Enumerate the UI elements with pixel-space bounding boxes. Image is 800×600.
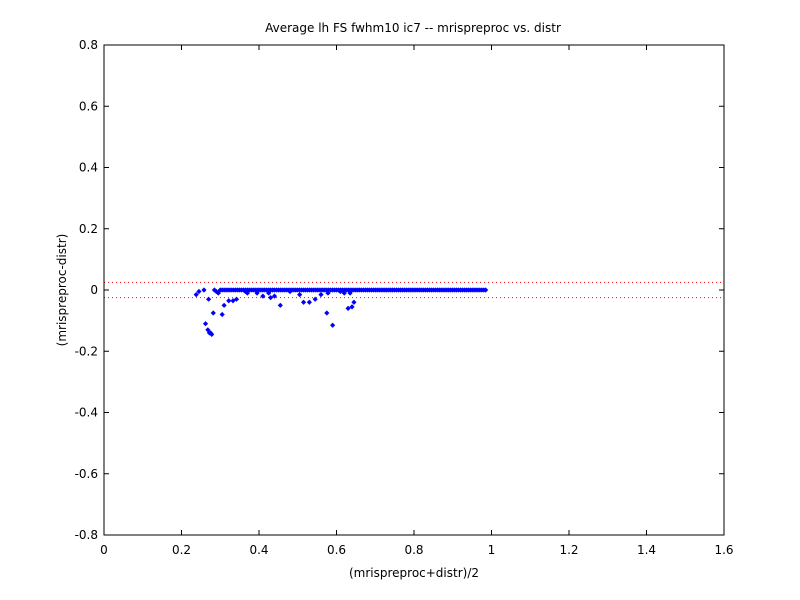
y-tick-label: -0.2 xyxy=(75,344,98,358)
y-tick-label: 0.2 xyxy=(79,222,98,236)
data-point xyxy=(318,291,324,298)
y-tick-label: 0 xyxy=(90,283,98,297)
x-tick-label: 0 xyxy=(100,543,108,557)
data-point xyxy=(349,304,355,310)
x-tick-label: 0.8 xyxy=(404,543,423,557)
reference-lines xyxy=(104,281,724,299)
data-point xyxy=(233,296,240,302)
data-point xyxy=(244,290,250,296)
data-point xyxy=(193,291,199,298)
data-point xyxy=(221,302,227,308)
data-point xyxy=(341,290,347,296)
y-tick-label: -0.4 xyxy=(75,406,98,420)
data-point xyxy=(196,288,202,295)
chart-title: Average lh FS fwhm10 ic7 -- mrispreproc … xyxy=(265,21,561,35)
data-point xyxy=(351,299,357,305)
y-tick-label: -0.8 xyxy=(75,528,98,542)
data-point xyxy=(325,290,331,296)
data-point xyxy=(210,310,216,316)
data-point xyxy=(271,293,278,299)
data-point xyxy=(254,290,260,296)
data-point xyxy=(300,299,307,305)
x-tick-label: 0.2 xyxy=(172,543,191,557)
data-point xyxy=(345,305,351,311)
data-point xyxy=(297,291,303,298)
data-point xyxy=(266,290,272,296)
data-point xyxy=(347,290,353,296)
data-point xyxy=(215,290,221,296)
data-point xyxy=(226,298,232,304)
y-tick-label: 0.8 xyxy=(79,38,98,52)
data-point xyxy=(483,287,489,293)
y-axis-label: (mrispreproc-distr) xyxy=(55,234,69,347)
y-axis-ticks: -0.8 -0.6 -0.4 -0.2 0 0.2 0.4 0.6 0.8 xyxy=(75,38,724,542)
x-tick-label: 0.4 xyxy=(249,543,268,557)
x-tick-label: 1 xyxy=(488,543,496,557)
data-point xyxy=(201,287,207,293)
data-point xyxy=(268,295,274,301)
data-point xyxy=(337,288,343,295)
y-tick-label: 0.6 xyxy=(79,99,98,113)
y-tick-label: -0.6 xyxy=(75,467,98,481)
data-point xyxy=(209,331,215,338)
data-point xyxy=(219,311,225,318)
data-points xyxy=(193,287,489,338)
data-point xyxy=(287,288,293,295)
data-point xyxy=(202,321,209,327)
y-tick-label: 0.4 xyxy=(79,161,98,175)
data-point xyxy=(277,302,283,308)
x-tick-label: 0.6 xyxy=(327,543,346,557)
x-tick-label: 1.4 xyxy=(637,543,656,557)
x-tick-label: 1.6 xyxy=(714,543,733,557)
x-axis-ticks: 0 0.2 0.4 0.6 0.8 1 1.2 1.4 1.6 xyxy=(100,45,734,557)
data-point xyxy=(330,322,336,328)
x-tick-label: 1.2 xyxy=(559,543,578,557)
data-point xyxy=(312,296,318,302)
data-point xyxy=(206,296,212,302)
data-point xyxy=(324,310,330,316)
x-axis-label: (mrispreproc+distr)/2 xyxy=(349,566,479,580)
data-point xyxy=(260,293,266,299)
data-point xyxy=(306,299,312,305)
